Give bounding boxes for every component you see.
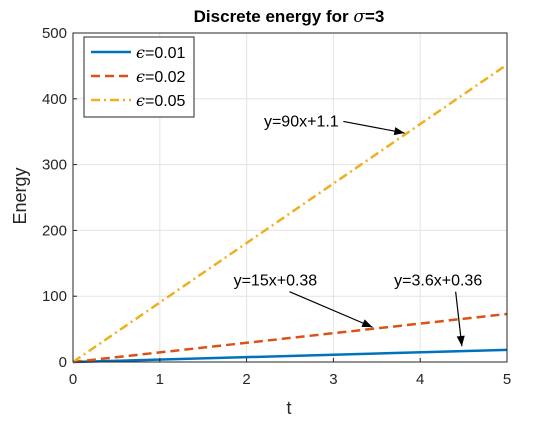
chart-title: Discrete energy for σ=3 [194, 7, 385, 27]
plot-frame [72, 32, 508, 363]
series-line [72, 348, 508, 364]
annotation-arrow-line [289, 291, 373, 328]
legend-label: ϵ=0.05 [136, 91, 186, 110]
annotation-label: y=90x+1.1 [264, 113, 339, 130]
y-tick-label: 400 [42, 91, 67, 108]
annotations: y=90x+1.1 y=15x+0.38 y=3.6x+0.36 [234, 113, 482, 347]
annotation-label: y=3.6x+0.36 [394, 273, 482, 290]
annotation-arrowhead [361, 319, 373, 328]
x-axis-label: t [286, 398, 291, 418]
annotation-arrow-line [343, 120, 405, 134]
y-tick-label: 100 [42, 288, 67, 305]
series-lines [72, 63, 508, 364]
x-tick-label: 4 [416, 371, 424, 388]
y-tick-label: 0 [59, 354, 67, 371]
axis-ticks: 0 1 2 3 4 5 0 100 200 300 400 500 [42, 25, 511, 388]
x-tick-label: 5 [503, 371, 511, 388]
x-tick-label: 1 [156, 371, 164, 388]
y-tick-label: 500 [42, 25, 67, 42]
series-line [72, 312, 508, 364]
series-line [72, 63, 508, 364]
legend-items: ϵ=0.01 ϵ=0.02 ϵ=0.05 [91, 43, 186, 110]
legend-label: ϵ=0.02 [136, 67, 186, 86]
grid [73, 33, 507, 362]
legend-box [83, 36, 195, 118]
legend-label: ϵ=0.01 [136, 43, 186, 62]
y-axis-label: Energy [10, 167, 30, 224]
annotation-label: y=15x+0.38 [234, 273, 318, 290]
x-tick-label: 0 [69, 371, 77, 388]
x-tick-label: 2 [242, 371, 250, 388]
y-tick-label: 300 [42, 157, 67, 174]
legend: ϵ=0.01 ϵ=0.02 ϵ=0.05 [83, 36, 195, 118]
annotation-arrowhead [393, 127, 405, 136]
x-tick-label: 3 [329, 371, 337, 388]
annotation-arrowhead [456, 335, 465, 347]
y-tick-label: 200 [42, 222, 67, 239]
